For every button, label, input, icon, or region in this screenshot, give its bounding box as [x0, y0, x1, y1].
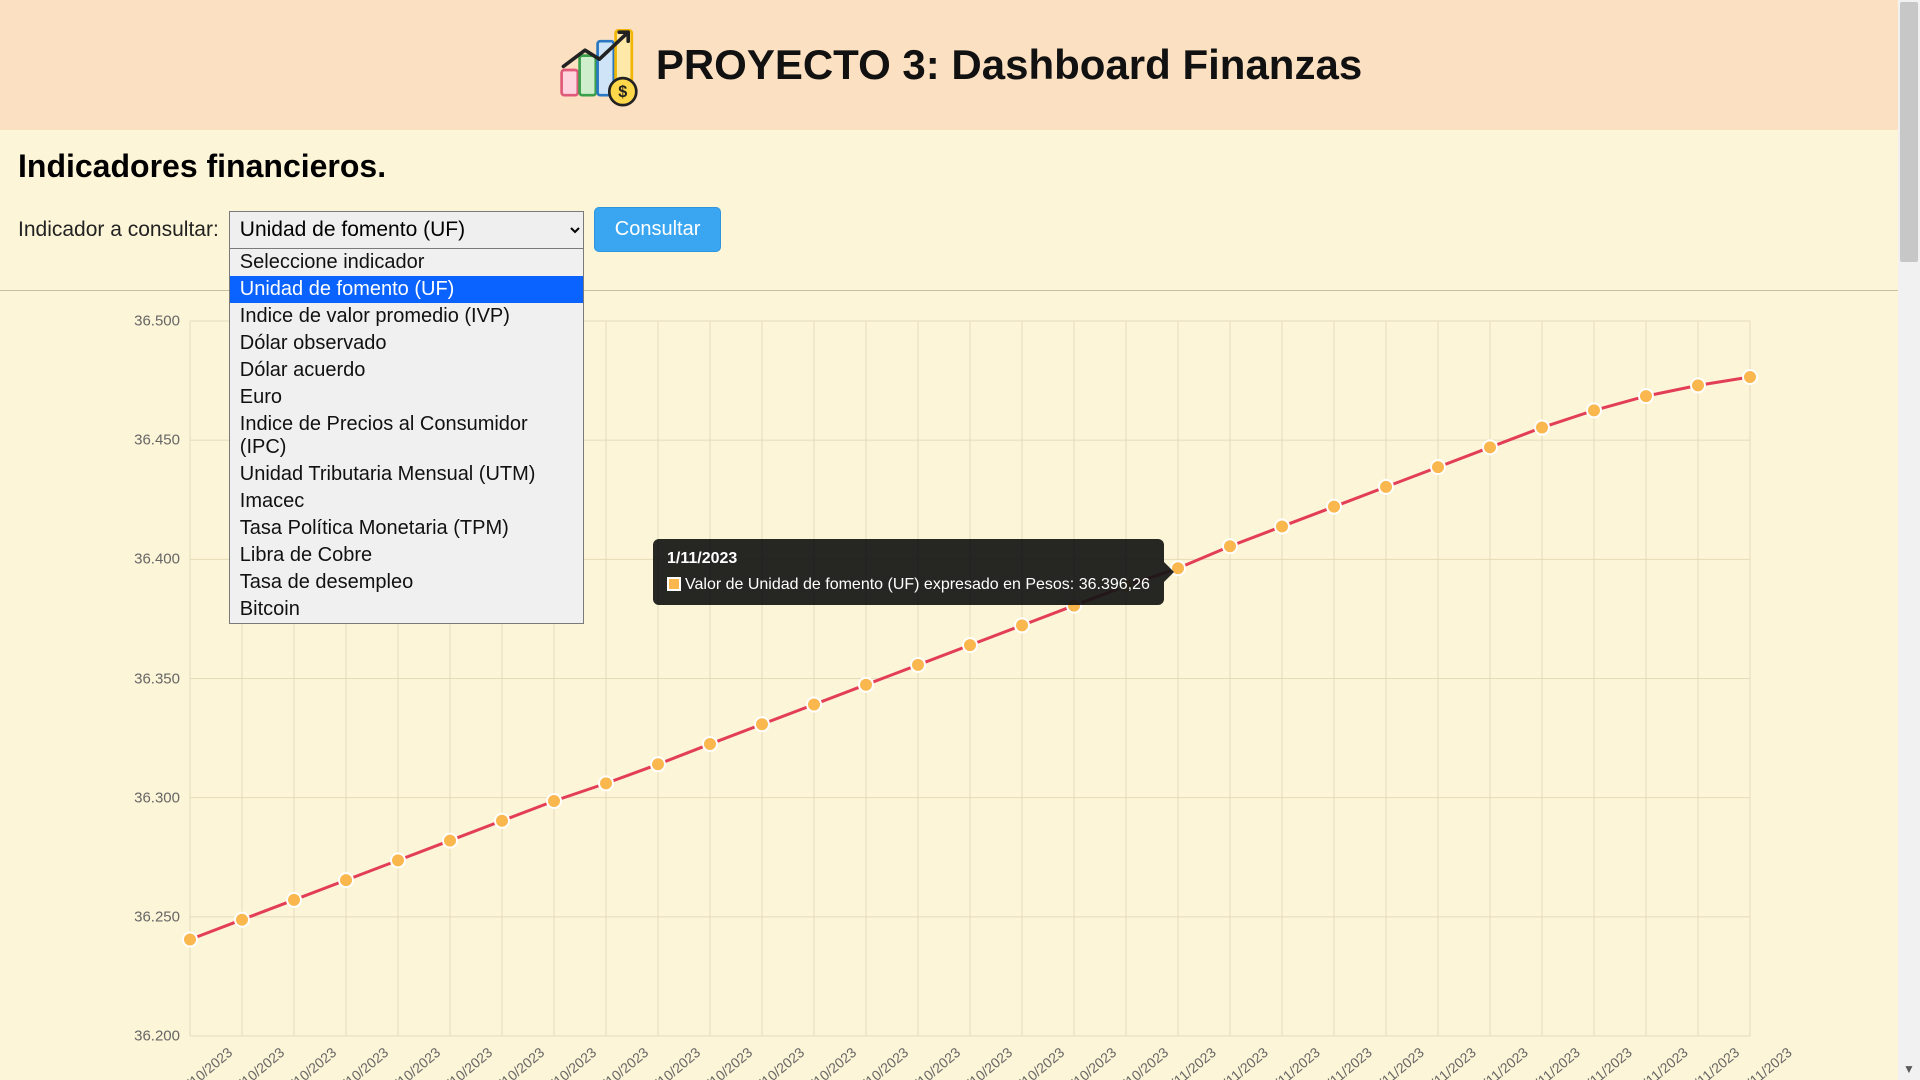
y-axis-label: 36.450 — [100, 432, 180, 449]
tooltip-body: Valor de Unidad de fomento (UF) expresad… — [667, 573, 1150, 597]
svg-text:$: $ — [618, 83, 627, 101]
vertical-scrollbar[interactable]: ▲ ▼ — [1898, 0, 1920, 1080]
chart-point[interactable] — [651, 757, 665, 771]
chart-point[interactable] — [1743, 370, 1757, 384]
chart-point[interactable] — [703, 737, 717, 751]
dropdown-option[interactable]: Dólar acuerdo — [230, 357, 583, 384]
y-axis-label: 36.300 — [100, 789, 180, 806]
dropdown-option[interactable]: Bitcoin — [230, 596, 583, 623]
chart-point[interactable] — [391, 853, 405, 867]
tooltip-value: 36.396,26 — [1079, 576, 1150, 593]
chart-point[interactable] — [1431, 460, 1445, 474]
y-axis-label: 36.250 — [100, 908, 180, 925]
dropdown-option[interactable]: Tasa Política Monetaria (TPM) — [230, 515, 583, 542]
chart-point[interactable] — [1535, 421, 1549, 435]
chart-point[interactable] — [755, 717, 769, 731]
dropdown-option[interactable]: Indice de Precios al Consumidor (IPC) — [230, 411, 583, 461]
y-axis-label: 36.500 — [100, 313, 180, 330]
chart-point[interactable] — [183, 932, 197, 946]
chart-point[interactable] — [495, 814, 509, 828]
chart-point[interactable] — [1275, 519, 1289, 533]
chart-point[interactable] — [1691, 378, 1705, 392]
dropdown-option[interactable]: Imacec — [230, 488, 583, 515]
y-axis-label: 36.400 — [100, 551, 180, 568]
chart-point[interactable] — [1587, 403, 1601, 417]
chart-point[interactable] — [1327, 500, 1341, 514]
chart-point[interactable] — [599, 776, 613, 790]
logo-icon: $ — [558, 23, 648, 108]
chart-point[interactable] — [1015, 618, 1029, 632]
dropdown-option[interactable]: Unidad Tributaria Mensual (UTM) — [230, 461, 583, 488]
chart-point[interactable] — [1483, 440, 1497, 454]
dropdown-option[interactable]: Seleccione indicador — [230, 249, 583, 276]
chart-point[interactable] — [287, 893, 301, 907]
tooltip-label: Valor de Unidad de fomento (UF) expresad… — [685, 576, 1074, 593]
scroll-thumb[interactable] — [1900, 2, 1918, 262]
tooltip-title: 1/11/2023 — [667, 547, 1150, 571]
dropdown-option[interactable]: Dólar observado — [230, 330, 583, 357]
chart-point[interactable] — [911, 658, 925, 672]
section-subtitle: Indicadores financieros. — [18, 148, 1902, 185]
page-header: $ PROYECTO 3: Dashboard Finanzas — [0, 0, 1920, 130]
dropdown-option[interactable]: Indice de valor promedio (IVP) — [230, 303, 583, 330]
chart-tooltip: 1/11/2023 Valor de Unidad de fomento (UF… — [653, 539, 1164, 605]
controls-row: Indicador a consultar: Seleccione indica… — [18, 207, 1902, 252]
chart-point[interactable] — [1639, 389, 1653, 403]
dropdown-option[interactable]: Unidad de fomento (UF) — [230, 276, 583, 303]
chart-point[interactable] — [443, 834, 457, 848]
tooltip-swatch-icon — [667, 577, 681, 591]
chart-point[interactable] — [963, 638, 977, 652]
indicator-select[interactable]: Seleccione indicadorUnidad de fomento (U… — [229, 211, 584, 249]
dropdown-option[interactable]: Tasa de desempleo — [230, 569, 583, 596]
chart-point[interactable] — [807, 697, 821, 711]
scroll-down-icon[interactable]: ▼ — [1898, 1058, 1920, 1080]
chart-point[interactable] — [1379, 480, 1393, 494]
chart-point[interactable] — [1223, 539, 1237, 553]
chart-point[interactable] — [859, 678, 873, 692]
content-area: Indicadores financieros. Indicador a con… — [0, 130, 1920, 252]
indicator-dropdown-list[interactable]: Seleccione indicadorUnidad de fomento (U… — [229, 249, 584, 624]
consultar-button[interactable]: Consultar — [594, 207, 722, 252]
page-title: PROYECTO 3: Dashboard Finanzas — [656, 41, 1362, 89]
dropdown-option[interactable]: Euro — [230, 384, 583, 411]
chart-point[interactable] — [235, 913, 249, 927]
dropdown-option[interactable]: Libra de Cobre — [230, 542, 583, 569]
y-axis-label: 36.350 — [100, 670, 180, 687]
chart-point[interactable] — [547, 794, 561, 808]
y-axis-label: 36.200 — [100, 1028, 180, 1045]
indicator-select-wrap: Seleccione indicadorUnidad de fomento (U… — [229, 211, 584, 249]
chart-point[interactable] — [339, 873, 353, 887]
indicator-label: Indicador a consultar: — [18, 218, 219, 242]
